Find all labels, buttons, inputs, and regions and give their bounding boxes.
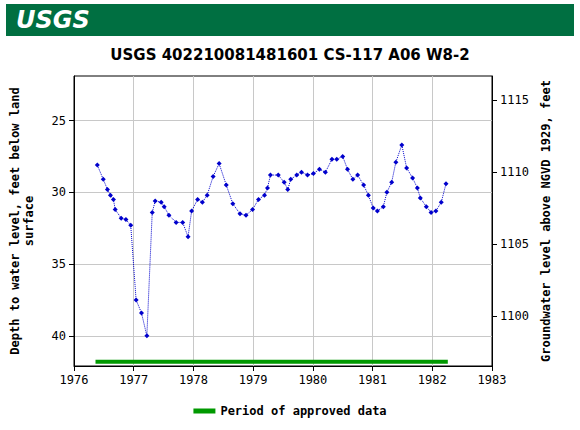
svg-text:1979: 1979	[239, 373, 268, 387]
html-text:USGS: USGS	[16, 6, 90, 34]
svg-text:1978: 1978	[179, 373, 208, 387]
svg-text:40: 40	[52, 329, 66, 343]
svg-text:Groundwater level above NGVD 1: Groundwater level above NGVD 1929, feet	[539, 80, 553, 362]
svg-text:1105: 1105	[500, 237, 529, 251]
svg-text:1110: 1110	[500, 165, 529, 179]
svg-text:1983: 1983	[478, 373, 507, 387]
svg-text:surface: surface	[22, 196, 36, 247]
svg-text:1982: 1982	[418, 373, 447, 387]
svg-text:1977: 1977	[119, 373, 148, 387]
svg-text:USGS 402210081481601 CS-117 A0: USGS 402210081481601 CS-117 A06 W8-2	[110, 46, 469, 64]
svg-text:1100: 1100	[500, 309, 529, 323]
svg-text:30: 30	[52, 185, 66, 199]
svg-text:1980: 1980	[298, 373, 327, 387]
svg-text:1981: 1981	[358, 373, 387, 387]
svg-text:Depth to water level, feet bel: Depth to water level, feet below land	[8, 87, 22, 354]
svg-text:1115: 1115	[500, 93, 529, 107]
svg-text:1976: 1976	[60, 373, 89, 387]
svg-text:Period of approved data: Period of approved data	[220, 404, 386, 418]
svg-text:35: 35	[52, 257, 66, 271]
svg-text:25: 25	[52, 114, 66, 128]
